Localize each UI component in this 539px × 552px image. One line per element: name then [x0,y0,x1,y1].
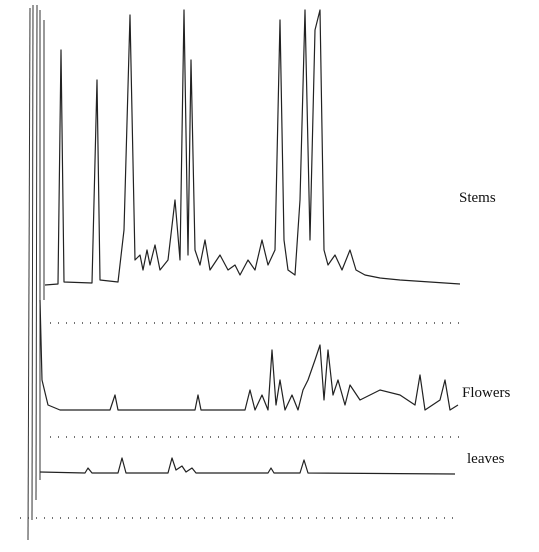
trace-label: Stems [459,190,496,206]
leaves-trace [39,457,456,475]
flowers-trace [39,299,459,411]
stems-trace [44,9,461,286]
front-line [35,4,38,501]
front-line [31,4,34,521]
trace-label: leaves [467,451,505,467]
solvent-front [27,4,45,541]
trace-label: Flowers [462,385,510,401]
front-line [27,7,31,541]
